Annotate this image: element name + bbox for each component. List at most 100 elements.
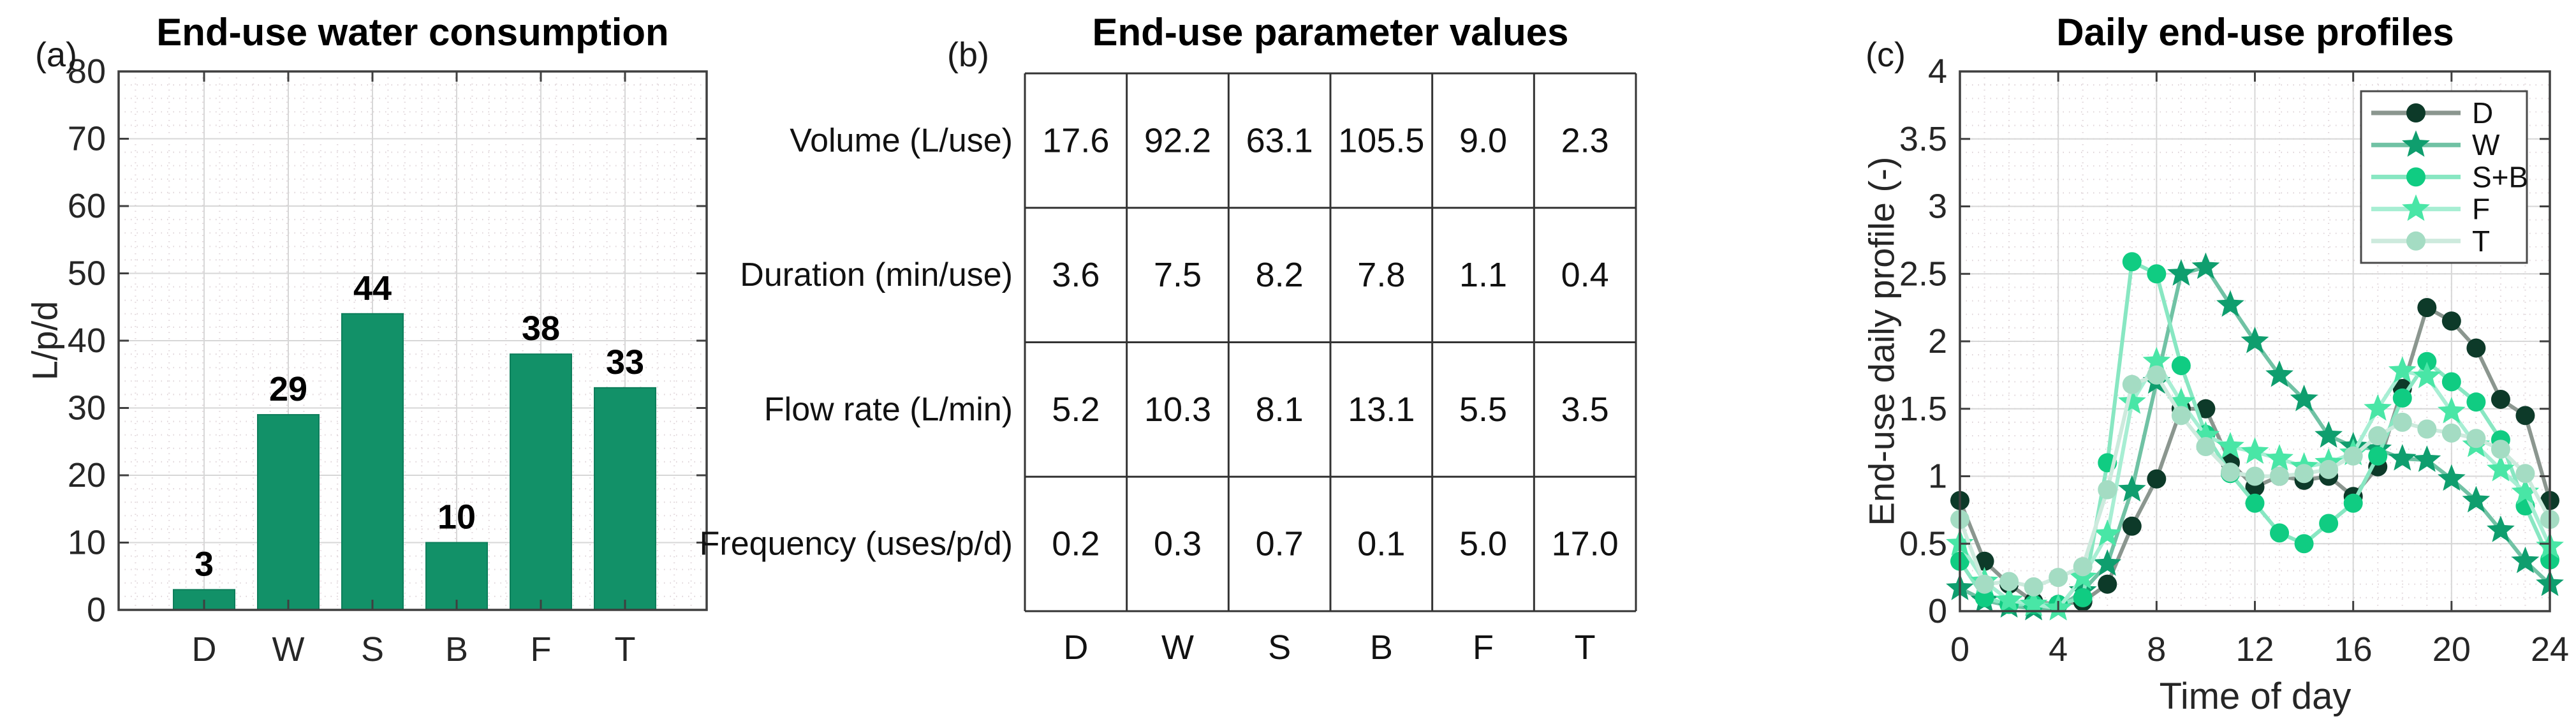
marker-T (2294, 464, 2314, 484)
marker-S+B (2294, 534, 2314, 554)
x-tick-label: 4 (2049, 630, 2068, 669)
star-marker-F (2167, 387, 2195, 414)
star-marker-W (2290, 384, 2318, 411)
x-tick-label: 20 (2432, 630, 2471, 669)
marker-S+B (2122, 252, 2142, 272)
marker-S+B (2073, 588, 2093, 607)
panel-c-tag: (c) (1866, 36, 1906, 74)
star-marker-W (2487, 515, 2515, 542)
marker-D (2196, 399, 2216, 419)
star-marker-W (2438, 464, 2466, 491)
star-marker-F (2191, 421, 2220, 448)
marker-D (2098, 574, 2117, 594)
marker-S+B (2171, 356, 2191, 376)
table-col-label: D (1063, 628, 1088, 667)
bar-S (341, 313, 404, 611)
panel-b-tag: (b) (947, 36, 989, 74)
marker-T (2196, 436, 2216, 456)
x-category-label: T (615, 630, 636, 669)
table-cell: 0.2 (1052, 525, 1100, 563)
bar-value-label: 29 (269, 370, 307, 408)
star-marker-W (2191, 252, 2220, 279)
bar-T (594, 387, 656, 611)
table-cell: 63.1 (1246, 121, 1313, 159)
legend-label-W: W (2472, 128, 2500, 161)
y-tick-label: 0 (87, 591, 106, 629)
y-tick-label: 30 (68, 389, 106, 427)
marker-T (2491, 440, 2510, 459)
y-tick-label: 1.5 (1899, 390, 1947, 428)
star-marker-W (2216, 290, 2244, 317)
table-col-label: S (1268, 628, 1291, 667)
legend-label-S+B: S+B (2472, 160, 2528, 193)
marker-D (2147, 469, 2167, 489)
bar-B (425, 542, 488, 611)
marker-T (1999, 572, 2019, 591)
table-cell: 5.0 (1459, 525, 1507, 563)
table-cell: 9.0 (1459, 121, 1507, 159)
bar-value-label: 33 (606, 343, 644, 382)
y-tick-label: 10 (68, 524, 106, 562)
marker-D (2491, 389, 2510, 409)
marker-T (2417, 419, 2437, 439)
table-cell: 3.6 (1052, 256, 1100, 294)
y-tick-label: 50 (68, 255, 106, 293)
star-marker-F (2413, 362, 2441, 389)
table-cell: 5.5 (1459, 390, 1507, 429)
marker-T (2147, 365, 2167, 385)
marker-S+B (2147, 264, 2167, 284)
marker-S+B (2466, 392, 2486, 412)
marker-D (2466, 338, 2486, 358)
table-row-label: Volume (L/use) (790, 122, 1013, 159)
table-cell: 0.4 (1561, 256, 1609, 294)
marker-T (2392, 412, 2412, 432)
star-marker-F (2511, 477, 2540, 505)
marker-S+B (2319, 514, 2339, 533)
star-marker-F (2364, 394, 2392, 421)
x-category-label: B (445, 630, 468, 669)
bar-value-label: 38 (522, 309, 560, 348)
star-marker-F (2216, 432, 2244, 459)
y-tick-label: 3 (1928, 188, 1947, 226)
table-row-label: Duration (min/use) (740, 256, 1013, 293)
x-tick-label: 0 (1950, 630, 1969, 669)
legend-label-D: D (2472, 96, 2493, 130)
table-col-label: F (1473, 628, 1494, 667)
marker-D (1975, 551, 1994, 571)
marker-T (2073, 557, 2093, 577)
table-col-label: W (1161, 628, 1194, 667)
y-tick-label: 1 (1928, 457, 1947, 496)
y-tick-label: 60 (68, 187, 106, 225)
table-cell: 7.8 (1357, 256, 1405, 294)
y-tick-label: 70 (68, 120, 106, 158)
panel-a-tag: (a) (35, 36, 77, 74)
table-title: End-use parameter values (1092, 11, 1569, 54)
star-marker-F (2019, 589, 2048, 616)
table-cell: 92.2 (1144, 121, 1211, 159)
x-category-label: W (272, 630, 305, 669)
marker-T (2220, 463, 2240, 482)
star-marker-W (2413, 445, 2441, 472)
star-marker-W (2117, 475, 2146, 502)
table-cell: 7.5 (1154, 256, 1202, 294)
legend: DWS+BFT (2360, 90, 2528, 264)
marker-T (2270, 466, 2290, 486)
star-marker-W (2167, 259, 2195, 286)
x-category-label: D (192, 630, 217, 669)
table-cell: 1.1 (1459, 256, 1507, 294)
bar-chart-title: End-use water consumption (156, 11, 669, 54)
bar-W (257, 414, 320, 611)
marker-S+B (2392, 388, 2412, 408)
table-col-label: T (1575, 628, 1596, 667)
marker-T (2098, 480, 2117, 500)
table-cell: 0.1 (1357, 525, 1405, 563)
marker-D (2417, 298, 2437, 318)
legend-marker-T (2406, 231, 2425, 251)
y-tick-label: 4 (1928, 52, 1947, 91)
bar-value-label: 10 (438, 498, 476, 537)
y-tick-label: 2 (1928, 322, 1947, 360)
marker-D (2441, 311, 2461, 331)
table-cell: 3.5 (1561, 390, 1609, 429)
line-chart-ylabel: End-use daily profile (-) (1861, 156, 1902, 526)
marker-T (1975, 574, 1994, 594)
